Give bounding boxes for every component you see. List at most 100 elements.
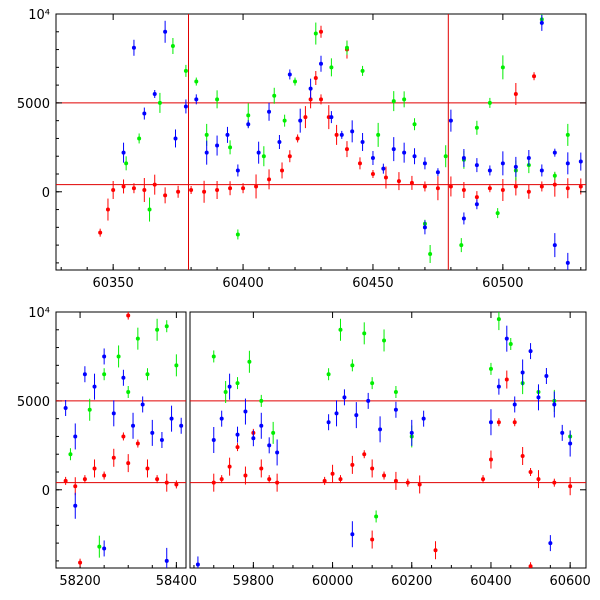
bottom-point-s0-2 bbox=[82, 477, 87, 482]
bottom-point-s2-35 bbox=[520, 370, 525, 375]
bottom-point-s0-11 bbox=[164, 480, 169, 485]
top-point-s2-39 bbox=[552, 150, 557, 155]
top-point-s2-32 bbox=[461, 156, 466, 160]
top-point-s2-40 bbox=[565, 161, 570, 166]
top-plot-area bbox=[56, 14, 586, 270]
bottom-point-s1-16 bbox=[326, 372, 331, 377]
top-point-s0-10 bbox=[202, 189, 207, 194]
bottom-ytick-label-1: 5000 bbox=[17, 395, 50, 410]
top-point-s0-33 bbox=[448, 184, 453, 189]
top-point-s0-35 bbox=[474, 195, 479, 200]
bottom-point-s0-31 bbox=[417, 482, 422, 487]
top-point-s2-23 bbox=[360, 140, 365, 144]
bottom-ytick-label-2: 10⁴ bbox=[28, 306, 50, 321]
bottom-point-s2-14 bbox=[219, 416, 224, 421]
bottom-point-s0-5 bbox=[111, 455, 116, 460]
bottom-point-s1-13 bbox=[247, 359, 252, 364]
bottom-point-s2-34 bbox=[512, 402, 517, 407]
top-point-s1-19 bbox=[360, 68, 365, 73]
bottom-point-s1-25 bbox=[496, 317, 501, 322]
top-point-s0-18 bbox=[295, 136, 300, 141]
top-point-s0-37 bbox=[500, 188, 505, 192]
bottom-point-s0-14 bbox=[219, 477, 224, 482]
top-point-s1-2 bbox=[147, 207, 152, 212]
top-point-s0-34 bbox=[461, 188, 466, 192]
bottom-point-s2-44 bbox=[195, 562, 200, 567]
top-point-s2-12 bbox=[246, 122, 251, 127]
bottom-point-s2-33 bbox=[504, 336, 509, 341]
top-point-s1-22 bbox=[402, 97, 407, 102]
top-point-s0-13 bbox=[241, 186, 246, 191]
bottom-point-s1-20 bbox=[370, 381, 375, 386]
bottom-point-s0-9 bbox=[145, 466, 150, 471]
bottom-point-s2-0 bbox=[63, 406, 68, 410]
bottom-point-s1-24 bbox=[488, 366, 493, 371]
bottom-point-s0-21 bbox=[275, 480, 280, 485]
bottom-point-s1-15 bbox=[271, 430, 276, 435]
top-point-s2-8 bbox=[204, 150, 209, 155]
bottom-point-s2-40 bbox=[560, 430, 565, 435]
bottom-point-s2-37 bbox=[536, 395, 541, 400]
bottom-point-s1-1 bbox=[87, 407, 92, 412]
bottom-xtick-label-5: 60400 bbox=[470, 574, 511, 589]
bottom-point-s2-17 bbox=[243, 409, 248, 414]
bottom-point-s2-5 bbox=[111, 411, 116, 416]
bottom-point-s0-46 bbox=[126, 313, 131, 318]
bottom-point-s1-0 bbox=[68, 452, 73, 457]
top-point-s0-42 bbox=[565, 186, 570, 191]
top-point-s0-17 bbox=[287, 154, 292, 159]
top-point-s1-0 bbox=[124, 161, 129, 166]
top-point-s0-32 bbox=[435, 186, 440, 191]
bottom-ytick-label-0: 0 bbox=[42, 484, 50, 499]
bottom-point-s1-10 bbox=[211, 354, 216, 359]
top-point-s0-46 bbox=[513, 92, 518, 96]
top-point-s2-41 bbox=[578, 159, 583, 164]
bottom-point-s2-31 bbox=[488, 420, 493, 425]
bottom-point-s2-27 bbox=[378, 427, 383, 432]
bottom-point-s0-13 bbox=[211, 480, 216, 485]
bottom-point-s0-33 bbox=[488, 457, 493, 462]
top-point-s0-39 bbox=[526, 189, 531, 194]
top-point-s0-19 bbox=[303, 115, 308, 120]
bottom-point-s0-36 bbox=[512, 420, 517, 425]
top-point-s1-7 bbox=[204, 132, 209, 137]
bottom-point-s0-45 bbox=[370, 537, 375, 542]
bottom-point-s2-10 bbox=[159, 438, 164, 442]
top-point-s0-44 bbox=[319, 29, 323, 34]
bottom-point-s0-24 bbox=[338, 477, 343, 482]
top-point-s1-35 bbox=[428, 252, 433, 256]
top-point-s2-3 bbox=[152, 92, 157, 96]
bottom-point-s1-17 bbox=[338, 327, 343, 332]
bottom-point-s2-32 bbox=[496, 384, 501, 389]
bottom-point-s2-46 bbox=[548, 541, 553, 546]
bottom-point-s2-8 bbox=[140, 402, 145, 407]
bottom-point-s2-20 bbox=[267, 443, 272, 448]
top-point-s2-25 bbox=[381, 166, 386, 171]
bottom-point-s1-3 bbox=[116, 354, 121, 359]
bottom-point-s0-27 bbox=[370, 466, 375, 471]
bottom-xtick-label-0: 58200 bbox=[59, 574, 100, 589]
top-point-s0-0 bbox=[98, 230, 103, 235]
top-point-s2-11 bbox=[235, 168, 240, 173]
bottom-point-s0-38 bbox=[528, 470, 533, 474]
bottom-xtick-label-3: 60000 bbox=[312, 574, 353, 589]
top-point-s1-25 bbox=[443, 154, 448, 159]
bottom-point-s2-45 bbox=[350, 532, 355, 537]
top-point-s2-26 bbox=[391, 147, 396, 152]
top-point-s2-33 bbox=[474, 163, 479, 168]
bottom-point-s2-26 bbox=[366, 398, 371, 403]
top-point-s2-34 bbox=[487, 168, 492, 173]
top-point-s2-15 bbox=[277, 140, 282, 144]
bottom-point-s2-47 bbox=[73, 503, 78, 508]
top-point-s1-6 bbox=[194, 79, 199, 84]
bottom-point-s1-18 bbox=[350, 363, 355, 368]
top-point-s2-22 bbox=[350, 129, 355, 134]
top-point-s0-26 bbox=[357, 161, 362, 166]
top-point-s2-6 bbox=[183, 104, 188, 109]
bottom-point-s1-6 bbox=[145, 372, 150, 377]
bottom-point-s2-24 bbox=[342, 395, 347, 400]
bottom-point-s0-6 bbox=[121, 434, 126, 439]
bottom-xtick-label-4: 60200 bbox=[391, 574, 432, 589]
top-point-s2-31 bbox=[448, 118, 453, 123]
